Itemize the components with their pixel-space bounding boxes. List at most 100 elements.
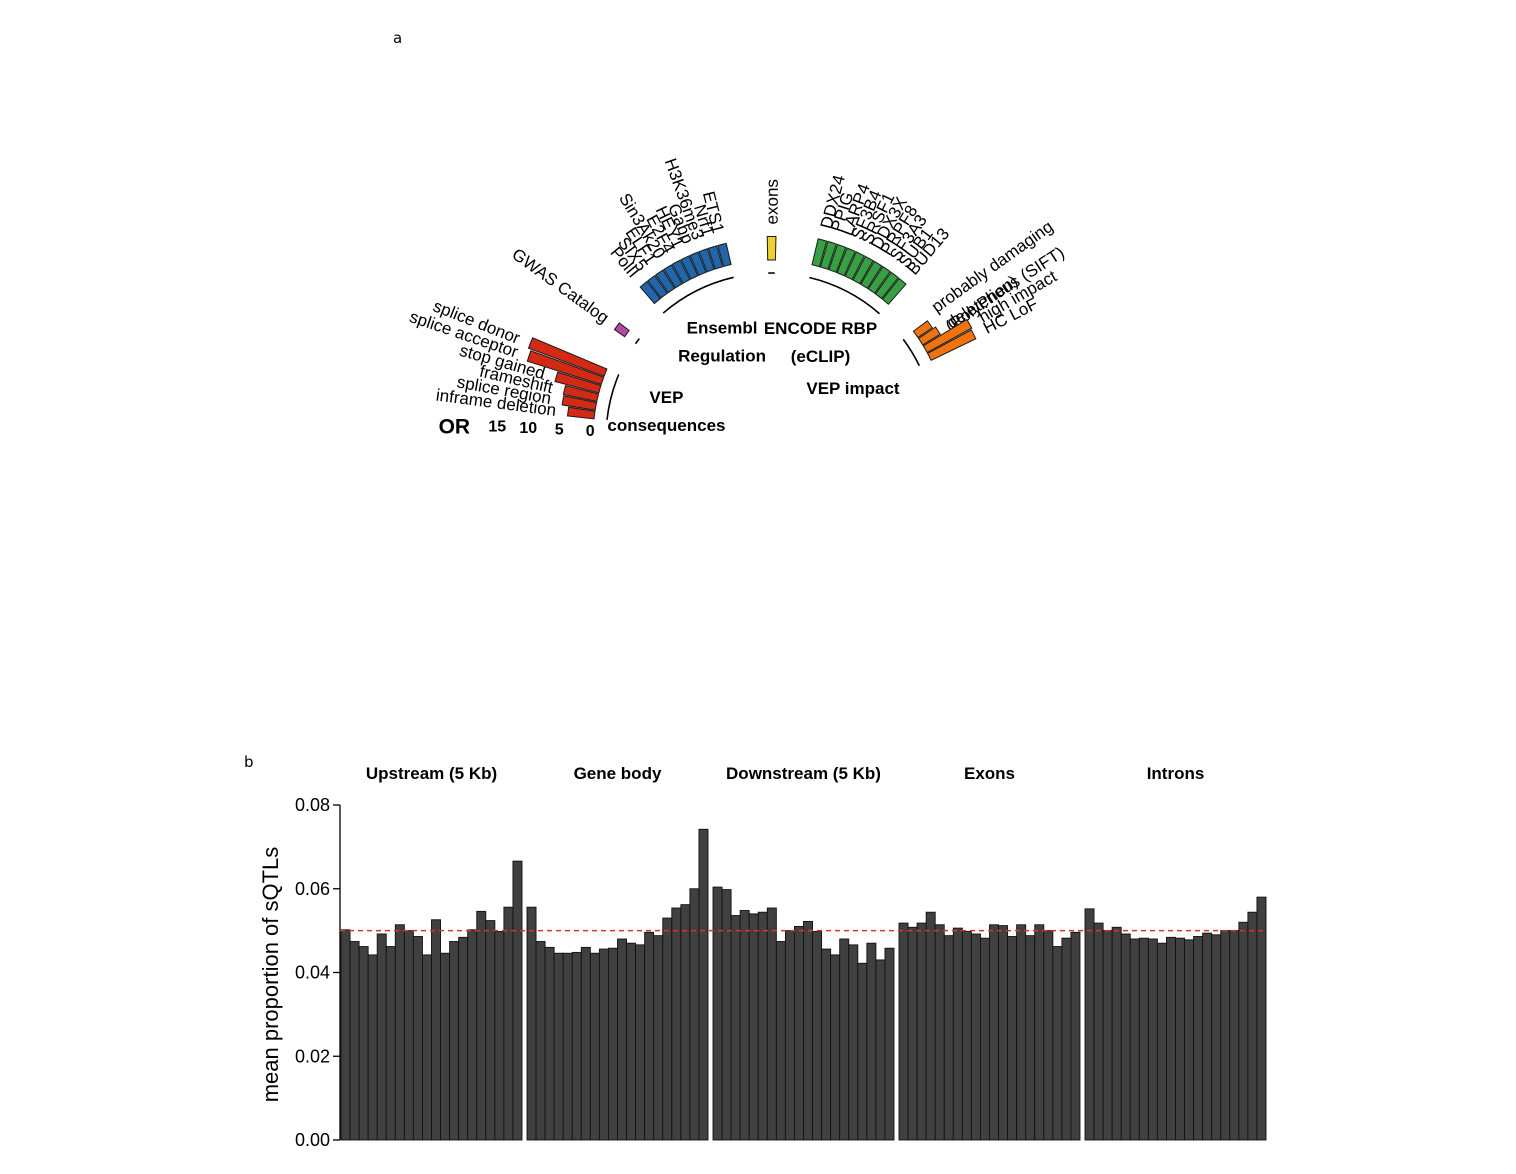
bar-inframe-deletion xyxy=(566,406,596,420)
bar xyxy=(1043,930,1054,1141)
bar-stop-gained xyxy=(554,371,602,394)
bar xyxy=(1156,942,1167,1141)
bar xyxy=(440,952,451,1141)
bar-prpf8 xyxy=(860,260,883,290)
bar xyxy=(1256,896,1267,1141)
bar xyxy=(952,927,963,1141)
bar-hc-lof xyxy=(926,329,977,362)
bar xyxy=(1193,936,1204,1141)
bar xyxy=(730,915,741,1141)
bar xyxy=(1147,938,1158,1141)
bar-sub1 xyxy=(874,271,899,300)
bar-deleterious-sift xyxy=(917,326,941,346)
bar-bud13 xyxy=(881,277,907,305)
bar xyxy=(431,919,442,1141)
bar xyxy=(1084,908,1095,1141)
bar xyxy=(1238,921,1249,1141)
bar xyxy=(494,931,505,1141)
bar xyxy=(1220,930,1231,1141)
bar-h3k36me3 xyxy=(698,248,715,273)
region-label-downstream-5-kb: Downstream (5 Kb) xyxy=(726,764,881,783)
bar-ddx3x xyxy=(852,255,874,285)
bar xyxy=(412,936,423,1141)
bar xyxy=(748,913,759,1141)
bar xyxy=(1138,937,1149,1141)
bar xyxy=(403,930,414,1141)
bar xyxy=(739,910,750,1141)
bar xyxy=(712,886,723,1141)
bar xyxy=(589,952,600,1141)
y-tick-label: 0.00 xyxy=(295,1130,330,1150)
bar-polii xyxy=(639,280,662,305)
or-tick-5: 5 xyxy=(555,421,564,438)
bar xyxy=(608,947,618,1141)
bar xyxy=(980,937,990,1141)
bar xyxy=(812,931,823,1141)
bar xyxy=(671,907,682,1141)
bar xyxy=(476,910,487,1141)
bar xyxy=(857,962,868,1141)
bar xyxy=(1025,935,1036,1141)
bar-gabp xyxy=(689,251,707,276)
group-arc-vep-consequences xyxy=(606,374,620,420)
region-label-exons: Exons xyxy=(964,764,1015,783)
bar xyxy=(698,828,709,1141)
bar xyxy=(503,906,514,1141)
bar xyxy=(422,954,432,1141)
bar xyxy=(394,924,405,1141)
bar xyxy=(635,944,646,1141)
bar-sf3b4 xyxy=(836,247,856,277)
bar xyxy=(784,930,795,1141)
bar xyxy=(898,922,909,1141)
group-label-encode-rbp-eclip: ENCODE RBP (eCLIP) xyxy=(764,319,877,366)
bar xyxy=(794,925,804,1141)
or-tick-15: 15 xyxy=(488,419,506,436)
bar-ppig xyxy=(819,240,837,270)
bar-gwas-catalog xyxy=(613,322,630,338)
bar xyxy=(907,926,918,1141)
label-exons: exons xyxy=(763,179,782,224)
bar xyxy=(553,952,564,1141)
bar-probably-damaging-polyphen xyxy=(912,320,933,339)
bar xyxy=(830,954,841,1141)
bar xyxy=(1102,930,1113,1141)
bar xyxy=(989,924,1000,1141)
bar xyxy=(385,946,396,1141)
bar-high-impact xyxy=(922,318,973,354)
bar xyxy=(1120,933,1131,1141)
bar xyxy=(757,911,768,1141)
bar xyxy=(934,924,945,1141)
or-tick-10: 10 xyxy=(519,420,537,437)
bar-hey1 xyxy=(680,255,699,280)
bar-ddx24 xyxy=(811,238,828,268)
bar-splice-donor xyxy=(527,337,608,377)
panel-a-letter: a xyxy=(393,29,402,47)
bar xyxy=(358,946,369,1141)
bar xyxy=(1184,939,1195,1141)
bar xyxy=(580,946,591,1141)
bar xyxy=(1034,924,1045,1141)
bar xyxy=(1070,931,1081,1141)
bar xyxy=(617,938,628,1141)
bar xyxy=(349,941,360,1141)
bar-e2f4 xyxy=(671,259,691,284)
bar xyxy=(535,941,546,1141)
y-tick-label: 0.08 xyxy=(295,795,330,815)
bar xyxy=(839,938,850,1141)
bar xyxy=(821,948,832,1141)
bar-larp4 xyxy=(828,243,847,273)
bar xyxy=(961,931,972,1141)
bar xyxy=(544,946,555,1141)
bar-exons xyxy=(766,235,777,261)
bar xyxy=(970,933,981,1141)
bar xyxy=(662,917,673,1141)
bar-sf3a3 xyxy=(867,265,891,294)
bar-nrf1 xyxy=(707,245,724,270)
bar xyxy=(562,952,573,1141)
label-gwas-catalog: GWAS Catalog xyxy=(508,245,612,328)
bar xyxy=(376,933,387,1141)
bar-splice-region xyxy=(561,395,598,411)
bar xyxy=(1165,936,1176,1141)
bar xyxy=(775,941,786,1141)
